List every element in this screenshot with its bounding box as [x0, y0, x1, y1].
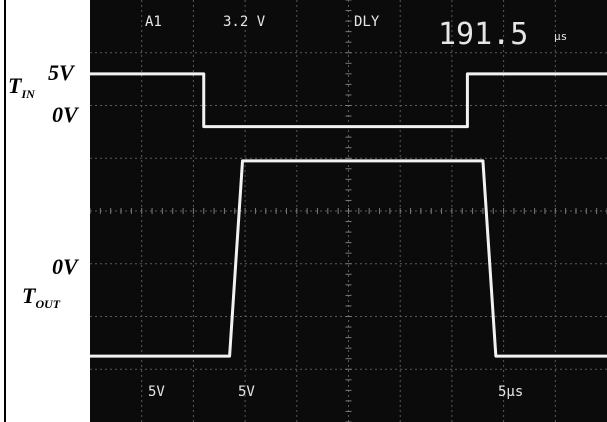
trigger-level-label: 3.2 V — [223, 14, 266, 30]
input-high-voltage-text: 5V — [48, 60, 74, 85]
input-high-voltage-label: 5V — [48, 62, 74, 84]
figure-border-line — [4, 0, 6, 422]
input-waveform-trace — [90, 72, 607, 129]
t-in-label: TIN — [8, 73, 35, 101]
t-out-letter: T — [22, 283, 36, 308]
t-in-subscript: IN — [21, 87, 35, 101]
output-low-voltage-label: 0V — [52, 256, 78, 278]
waveform-traces — [90, 72, 607, 358]
graticule — [90, 0, 607, 422]
t-out-subscript: OUT — [35, 297, 61, 311]
delay-mode-label: DLY — [354, 14, 380, 30]
oscilloscope-screen: A1 3.2 V DLY 191.5 μs 5V 5V 5μs — [90, 0, 607, 422]
channel1-scale-label: 5V — [148, 384, 165, 400]
input-low-voltage-text: 0V — [52, 102, 78, 127]
t-out-label: TOUT — [22, 283, 60, 311]
delay-unit-label: μs — [554, 30, 567, 43]
output-waveform-trace — [90, 159, 607, 358]
channel2-scale-label: 5V — [238, 384, 255, 400]
timebase-label: 5μs — [498, 384, 523, 400]
delay-value-readout: 191.5 — [438, 17, 528, 52]
channel-label: A1 — [145, 14, 162, 30]
t-in-letter: T — [8, 73, 22, 98]
input-low-voltage-label: 0V — [52, 104, 78, 126]
output-low-voltage-text: 0V — [52, 254, 78, 279]
